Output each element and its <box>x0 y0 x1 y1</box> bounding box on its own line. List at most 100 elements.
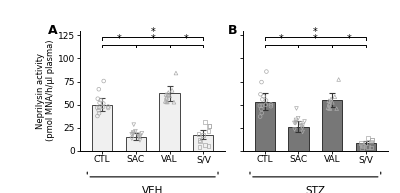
Point <box>298 122 304 125</box>
Point <box>325 106 331 109</box>
Point <box>100 105 106 108</box>
Point <box>268 105 274 108</box>
Point <box>293 118 299 121</box>
Point <box>96 106 102 109</box>
Bar <box>92 105 112 151</box>
Point <box>257 93 264 96</box>
Point <box>360 144 366 147</box>
Point <box>258 108 264 111</box>
Point <box>206 125 212 128</box>
Point <box>165 91 172 94</box>
Point <box>94 114 101 118</box>
Point <box>327 107 333 110</box>
Point <box>171 101 177 104</box>
Point <box>202 143 208 146</box>
Point <box>292 120 299 123</box>
Point <box>96 112 102 115</box>
Point <box>129 137 135 140</box>
Bar <box>193 135 214 151</box>
Bar <box>126 137 146 151</box>
Point <box>329 101 336 104</box>
Point <box>164 101 170 104</box>
Point <box>299 126 306 129</box>
Point <box>173 71 179 74</box>
Point <box>105 107 111 110</box>
Point <box>130 132 136 135</box>
Bar <box>322 100 342 151</box>
Point <box>263 70 270 73</box>
Bar <box>159 93 180 151</box>
Point <box>163 93 169 96</box>
Point <box>292 122 299 125</box>
Point <box>162 100 168 103</box>
Point <box>258 112 265 115</box>
Point <box>206 124 213 127</box>
Point <box>137 139 143 142</box>
Point <box>326 102 332 105</box>
Point <box>200 134 206 137</box>
Point <box>100 102 106 105</box>
Text: *: * <box>313 34 318 44</box>
Point <box>359 146 365 149</box>
Point <box>166 94 173 97</box>
Point <box>300 130 306 134</box>
Text: VEH: VEH <box>142 186 163 193</box>
Point <box>139 132 145 135</box>
Point <box>368 146 374 149</box>
Point <box>130 131 136 134</box>
Point <box>368 140 374 143</box>
Bar <box>288 127 309 151</box>
Text: B: B <box>228 24 238 37</box>
Point <box>300 124 306 127</box>
Point <box>291 128 298 131</box>
Point <box>94 106 100 109</box>
Point <box>169 89 175 92</box>
Text: STZ: STZ <box>305 186 325 193</box>
Point <box>257 104 263 107</box>
Point <box>163 100 170 103</box>
Text: *: * <box>313 27 318 37</box>
Point <box>298 124 304 128</box>
Point <box>137 134 143 137</box>
Point <box>135 133 141 136</box>
Text: *: * <box>347 34 352 44</box>
Point <box>369 138 375 141</box>
Point <box>334 107 340 110</box>
Point <box>259 98 266 101</box>
Point <box>205 144 212 147</box>
Point <box>260 95 267 98</box>
Text: *: * <box>279 34 284 44</box>
Point <box>136 136 143 139</box>
Point <box>326 99 332 102</box>
Point <box>259 104 265 108</box>
Point <box>336 78 342 81</box>
Point <box>295 117 301 120</box>
Point <box>369 138 376 141</box>
Point <box>358 141 364 145</box>
Point <box>96 101 103 104</box>
Point <box>326 103 332 106</box>
Point <box>205 130 212 133</box>
Point <box>262 103 269 106</box>
Point <box>94 97 101 100</box>
Point <box>328 100 334 103</box>
Point <box>328 97 334 101</box>
Point <box>98 99 104 102</box>
Point <box>105 105 112 108</box>
Bar <box>356 143 376 151</box>
Point <box>202 120 208 124</box>
Point <box>132 130 139 133</box>
Point <box>196 139 203 142</box>
Point <box>96 88 102 91</box>
Point <box>268 103 274 106</box>
Point <box>130 123 137 126</box>
Point <box>257 115 263 118</box>
Point <box>301 120 308 123</box>
Point <box>263 99 269 102</box>
Point <box>135 135 142 138</box>
Point <box>359 144 366 147</box>
Point <box>163 96 170 99</box>
Point <box>196 145 203 148</box>
Point <box>326 107 332 110</box>
Point <box>362 142 369 145</box>
